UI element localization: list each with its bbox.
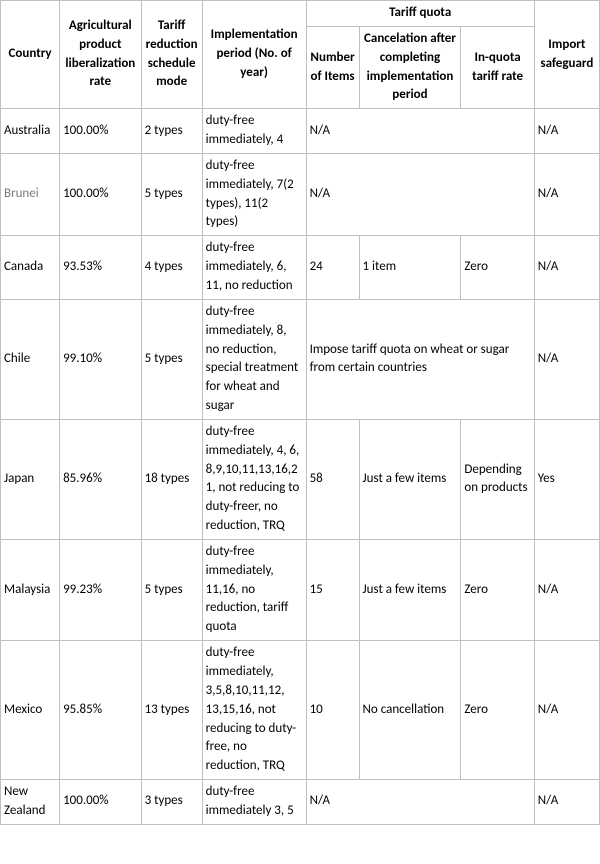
cell-lib-rate: 99.10% [60,299,141,419]
header-tariff-quota-group: Tariff quota [306,1,534,27]
table-row: Brunei 100.00%5 typesduty-free immediatel… [1,153,600,235]
cell-safeguard: N/A [534,299,599,419]
cell-in-quota: Zero [461,641,534,780]
header-in-quota: In-quota tariff rate [461,26,534,108]
cell-safeguard: N/A [534,780,599,825]
cell-tariff-quota-merged: N/A [306,780,534,825]
cell-mode: 2 types [141,109,202,154]
header-num-items: Number of Items [306,26,359,108]
cell-impl: duty-free immediately 3, 5 [202,780,306,825]
cell-country: Australia [1,109,60,154]
cell-country: New Zealand [1,780,60,825]
cell-impl: duty-free immediately, 11,16, no reducti… [202,539,306,640]
header-lib-rate: Agricultural product liberalization rate [60,1,141,109]
header-cancel: Cancelation after completing implementat… [359,26,461,108]
table-body: Australia100.00%2 typesduty-free immedia… [1,109,600,825]
cell-num-items: 15 [306,539,359,640]
cell-country: Chile [1,299,60,419]
table-row: Canada93.53%4 typesduty-free immediately… [1,236,600,300]
table-header: Country Agricultural product liberalizat… [1,1,600,109]
table-row: Malaysia99.23%5 typesduty-free immediate… [1,539,600,640]
cell-in-quota: Depending on products [461,419,534,539]
cell-impl: duty-free immediately, 3,5,8,10,11,12, 1… [202,641,306,780]
cell-mode: 18 types [141,419,202,539]
cell-lib-rate: 95.85% [60,641,141,780]
cell-country: Japan [1,419,60,539]
header-country: Country [1,1,60,109]
cell-impl: duty-free immediately, 4 [202,109,306,154]
cell-lib-rate: 85.96% [60,419,141,539]
cell-tariff-quota-merged: Impose tariff quota on wheat or sugar fr… [306,299,534,419]
cell-mode: 13 types [141,641,202,780]
cell-num-items: 10 [306,641,359,780]
table-row: New Zealand100.00%3 typesduty-free immed… [1,780,600,825]
cell-lib-rate: 99.23% [60,539,141,640]
cell-impl: duty-free immediately, 7(2 types), 11(2 … [202,153,306,235]
cell-num-items: 24 [306,236,359,300]
cell-safeguard: N/A [534,236,599,300]
header-impl: Implementation period (No. of year) [202,1,306,109]
table-row: Mexico95.85%13 typesduty-free immediatel… [1,641,600,780]
cell-lib-rate: 100.00% [60,153,141,235]
cell-impl: duty-free immediately, 4, 6, 8,9,10,11,1… [202,419,306,539]
cell-lib-rate: 100.00% [60,780,141,825]
cell-mode: 5 types [141,153,202,235]
cell-country: Malaysia [1,539,60,640]
cell-country: Canada [1,236,60,300]
cell-impl: duty-free immediately, 8, no reduction, … [202,299,306,419]
cell-safeguard: Yes [534,419,599,539]
cell-in-quota: Zero [461,539,534,640]
cell-cancel: Just a few items [359,419,461,539]
cell-impl: duty-free immediately, 6, 11, no reducti… [202,236,306,300]
cell-lib-rate: 93.53% [60,236,141,300]
cell-cancel: No cancellation [359,641,461,780]
cell-country: Mexico [1,641,60,780]
header-safeguard: Import safeguard [534,1,599,109]
cell-mode: 5 types [141,299,202,419]
cell-safeguard: N/A [534,153,599,235]
country-link[interactable]: Brunei [4,186,39,201]
tariff-table: Country Agricultural product liberalizat… [0,0,600,825]
cell-mode: 3 types [141,780,202,825]
table-row: Japan85.96%18 typesduty-free immediately… [1,419,600,539]
table-row: Chile99.10%5 typesduty-free immediately,… [1,299,600,419]
cell-country: Brunei [1,153,60,235]
cell-tariff-quota-merged: N/A [306,109,534,154]
cell-cancel: Just a few items [359,539,461,640]
header-mode: Tariff reduction schedule mode [141,1,202,109]
cell-in-quota: Zero [461,236,534,300]
cell-mode: 4 types [141,236,202,300]
cell-safeguard: N/A [534,641,599,780]
table-row: Australia100.00%2 typesduty-free immedia… [1,109,600,154]
cell-mode: 5 types [141,539,202,640]
cell-safeguard: N/A [534,109,599,154]
cell-safeguard: N/A [534,539,599,640]
cell-cancel: 1 item [359,236,461,300]
cell-lib-rate: 100.00% [60,109,141,154]
cell-tariff-quota-merged: N/A [306,153,534,235]
cell-num-items: 58 [306,419,359,539]
